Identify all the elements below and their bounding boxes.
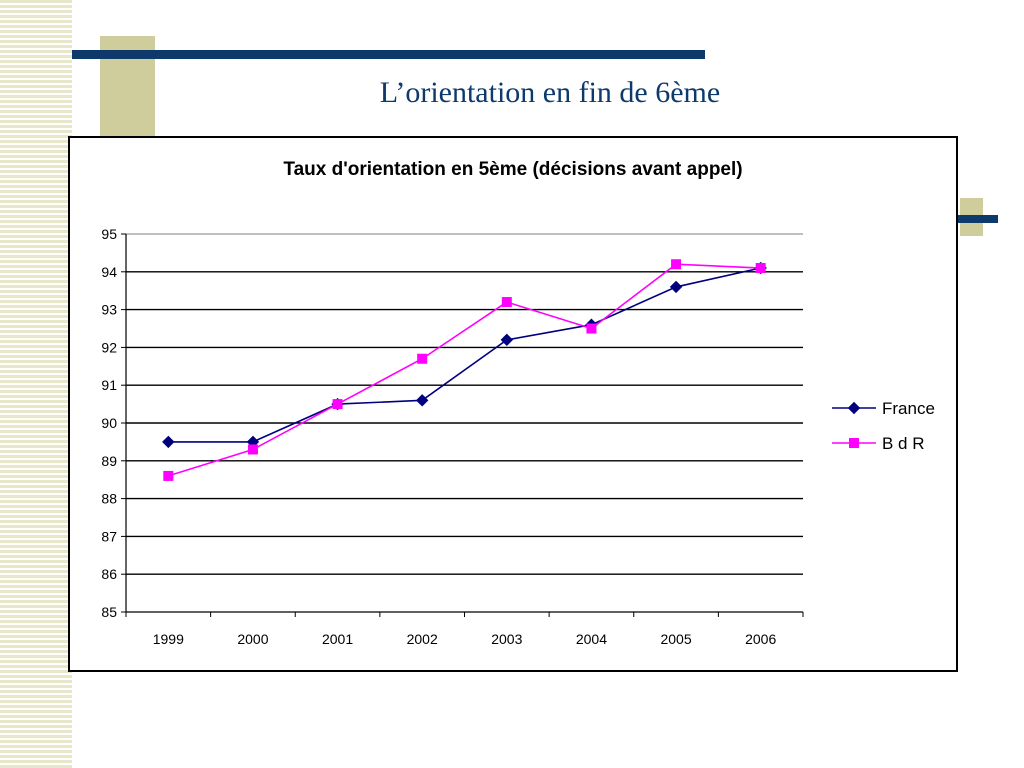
data-point-b-d-r	[586, 323, 597, 334]
data-point-b-d-r	[247, 444, 258, 455]
data-point-b-d-r	[671, 259, 682, 270]
x-tick-label: 2005	[660, 631, 691, 647]
x-tick-label: 2001	[322, 631, 353, 647]
series	[162, 259, 767, 481]
data-point-b-d-r	[755, 263, 766, 274]
legend-label-france[interactable]: France	[882, 399, 935, 418]
gridlines	[126, 233, 803, 575]
data-point-b-d-r	[417, 353, 428, 364]
y-tick-label: 88	[101, 491, 117, 507]
y-tick-label: 90	[101, 415, 117, 431]
legend-label-b-d-r[interactable]: B d R	[882, 434, 925, 453]
y-tick-label: 95	[101, 226, 117, 242]
chart-title: Taux d'orientation en 5ème (décisions av…	[283, 159, 742, 180]
legend[interactable]: France B d R	[832, 399, 935, 453]
x-tick-label: 2000	[237, 631, 268, 647]
x-tick-label: 2002	[407, 631, 438, 647]
data-point-b-d-r	[501, 297, 512, 308]
decorative-bar-right	[958, 215, 998, 223]
data-point-france	[415, 394, 429, 407]
y-tick-label: 94	[101, 264, 117, 280]
data-point-france	[162, 435, 175, 449]
legend-marker-france	[847, 401, 861, 415]
x-tick-label: 2006	[745, 631, 776, 647]
data-point-france	[500, 333, 514, 347]
y-tick-label: 86	[101, 566, 117, 582]
y-tick-label: 92	[101, 339, 117, 355]
series-line-france	[168, 267, 761, 443]
data-point-b-d-r	[332, 399, 343, 410]
y-tick-label: 93	[101, 302, 117, 318]
x-tick-label: 1999	[153, 631, 184, 647]
decorative-bar	[72, 50, 705, 59]
y-tick-label: 85	[101, 604, 117, 620]
axes: 85 86 87 88 89 90 91 92 93 94 95 1999 2000 2001 2002 20…	[101, 226, 804, 647]
slide-title: L’orientation en fin de 6ème	[379, 76, 721, 109]
line-chart: Taux d'orientation en 5ème (décisions av…	[101, 159, 935, 647]
series-line-b-d-r	[168, 263, 761, 477]
data-point-france	[669, 280, 683, 294]
chart-frame: Taux d'orientation en 5ème (décisions av…	[68, 136, 958, 672]
y-tick-label: 87	[101, 528, 117, 544]
legend-marker-b-d-r	[849, 438, 859, 448]
x-tick-label: 2004	[576, 631, 607, 647]
x-tick-label: 2003	[491, 631, 522, 647]
y-tick-label: 91	[101, 377, 117, 393]
y-tick-label: 89	[101, 453, 117, 469]
data-point-b-d-r	[163, 470, 174, 481]
decorative-stripes	[0, 0, 72, 768]
